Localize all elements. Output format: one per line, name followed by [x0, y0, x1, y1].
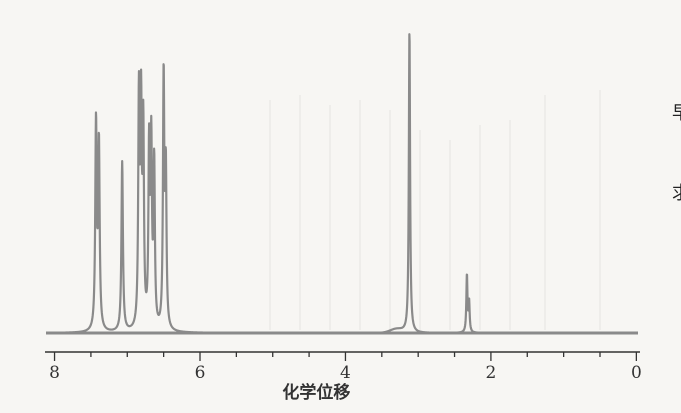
bleed-through-background	[269, 90, 601, 330]
edge-char-2: 求	[672, 183, 681, 204]
edge-char-1: 早	[672, 103, 681, 124]
x-axis-ticks: 8 6 4 2 0	[49, 352, 642, 383]
x-tick-label: 8	[49, 363, 60, 383]
x-tick-label: 4	[340, 363, 351, 383]
x-tick-label: 2	[485, 363, 496, 383]
x-axis-title: 化学位移	[282, 382, 350, 403]
x-tick-label: 0	[631, 363, 642, 383]
x-tick-label: 6	[195, 363, 206, 383]
spectrum-line	[64, 33, 634, 335]
